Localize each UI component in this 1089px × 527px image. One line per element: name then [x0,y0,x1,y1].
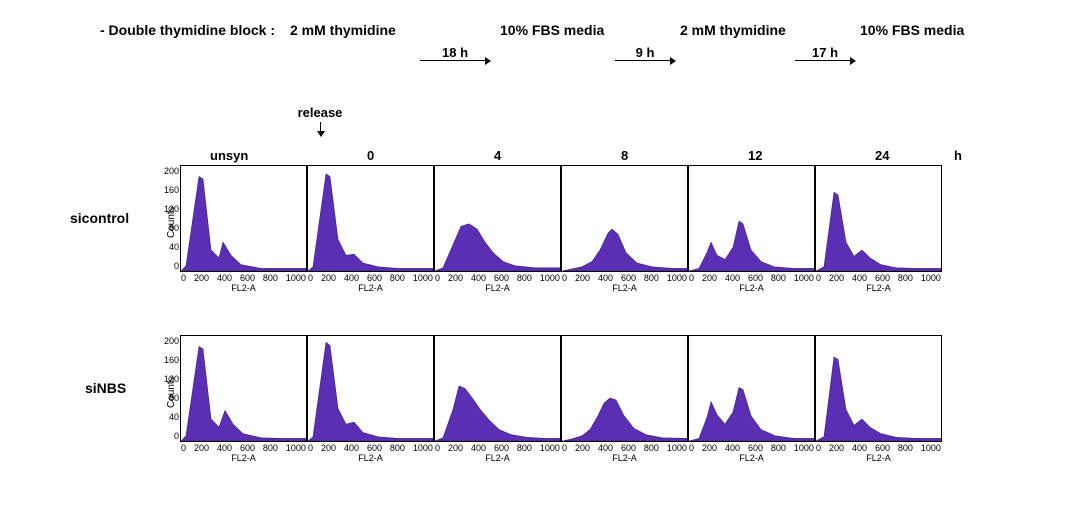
histogram-svg [308,336,433,441]
column-header-0: unsyn [210,148,248,163]
histogram-svg [308,166,433,271]
histogram-panel-sicontrol-8: 02004006008001000FL2-A [561,165,688,272]
x-axis-label: FL2-A [435,283,560,293]
row-label-siNBS: siNBS [85,380,126,396]
histogram-panel-siNBS-4: 02004006008001000FL2-A [434,335,561,442]
histogram-svg [435,166,560,271]
timeline-arrow-label-2: 17 h [812,45,838,60]
histogram-panel-siNBS-0: 02004006008001000FL2-A [307,335,434,442]
histogram-svg [689,166,814,271]
column-unit: h [954,148,962,163]
x-axis-label: FL2-A [689,453,814,463]
timeline-arrow-0: 18 h [420,60,490,61]
x-ticks: 02004006008001000 [562,273,687,283]
x-axis-label: FL2-A [816,453,941,463]
x-axis-label: FL2-A [181,453,306,463]
histogram-svg [689,336,814,441]
timeline-arrow-label-0: 18 h [442,45,468,60]
x-ticks: 02004006008001000 [816,443,941,453]
histogram-panel-siNBS-unsyn: 02004006008001000FL2-A20016012080400 [180,335,307,442]
x-ticks: 02004006008001000 [181,273,306,283]
release-annotation: release [290,105,350,136]
histogram-panel-sicontrol-12: 02004006008001000FL2-A [688,165,815,272]
x-ticks: 02004006008001000 [689,443,814,453]
x-axis-label: FL2-A [181,283,306,293]
x-axis-label: FL2-A [435,453,560,463]
column-header-2: 4 [494,148,501,163]
protocol-seg-3: 10% FBS media [860,22,964,38]
histogram-panel-sicontrol-0: 02004006008001000FL2-A [307,165,434,272]
histogram-svg [181,336,306,441]
x-ticks: 02004006008001000 [689,273,814,283]
histogram-svg [435,336,560,441]
histogram-panel-sicontrol-unsyn: 02004006008001000FL2-A20016012080400 [180,165,307,272]
protocol-seg-1: 10% FBS media [500,22,604,38]
x-axis-label: FL2-A [562,283,687,293]
protocol-seg-2: 2 mM thymidine [680,22,786,38]
figure-root: { "dimensions": {"width":1089,"height":5… [0,0,1089,527]
x-ticks: 02004006008001000 [435,273,560,283]
histogram-svg [816,166,941,271]
protocol-timeline: 18 h 9 h 17 h [100,42,1000,72]
histogram-panel-siNBS-24: 02004006008001000FL2-A [815,335,942,442]
x-ticks: 02004006008001000 [435,443,560,453]
timeline-arrow-1: 9 h [615,60,675,61]
x-axis-label: FL2-A [689,283,814,293]
protocol-seg-0: 2 mM thymidine [290,22,396,38]
release-label: release [298,105,343,120]
x-axis-label: FL2-A [308,453,433,463]
histogram-svg [562,166,687,271]
column-header-3: 8 [621,148,628,163]
y-ticks: 20016012080400 [163,336,179,441]
x-ticks: 02004006008001000 [308,443,433,453]
x-axis-label: FL2-A [308,283,433,293]
histogram-panel-sicontrol-24: 02004006008001000FL2-A [815,165,942,272]
release-arrow-icon [320,122,321,136]
column-header-4: 12 [748,148,762,163]
histogram-svg [816,336,941,441]
histogram-panel-siNBS-12: 02004006008001000FL2-A [688,335,815,442]
histogram-svg [181,166,306,271]
histogram-panel-siNBS-8: 02004006008001000FL2-A [561,335,688,442]
x-ticks: 02004006008001000 [816,273,941,283]
protocol-prefix: - Double thymidine block : [100,22,275,38]
histogram-svg [562,336,687,441]
histogram-panel-sicontrol-4: 02004006008001000FL2-A [434,165,561,272]
x-ticks: 02004006008001000 [308,273,433,283]
x-ticks: 02004006008001000 [562,443,687,453]
y-ticks: 20016012080400 [163,166,179,271]
x-ticks: 02004006008001000 [181,443,306,453]
protocol-line: - Double thymidine block : 2 mM thymidin… [100,22,1000,38]
column-header-1: 0 [367,148,374,163]
row-label-sicontrol: sicontrol [70,210,129,226]
x-axis-label: FL2-A [562,453,687,463]
timeline-arrow-label-1: 9 h [636,45,655,60]
x-axis-label: FL2-A [816,283,941,293]
timeline-arrow-2: 17 h [795,60,855,61]
column-header-5: 24 [875,148,889,163]
